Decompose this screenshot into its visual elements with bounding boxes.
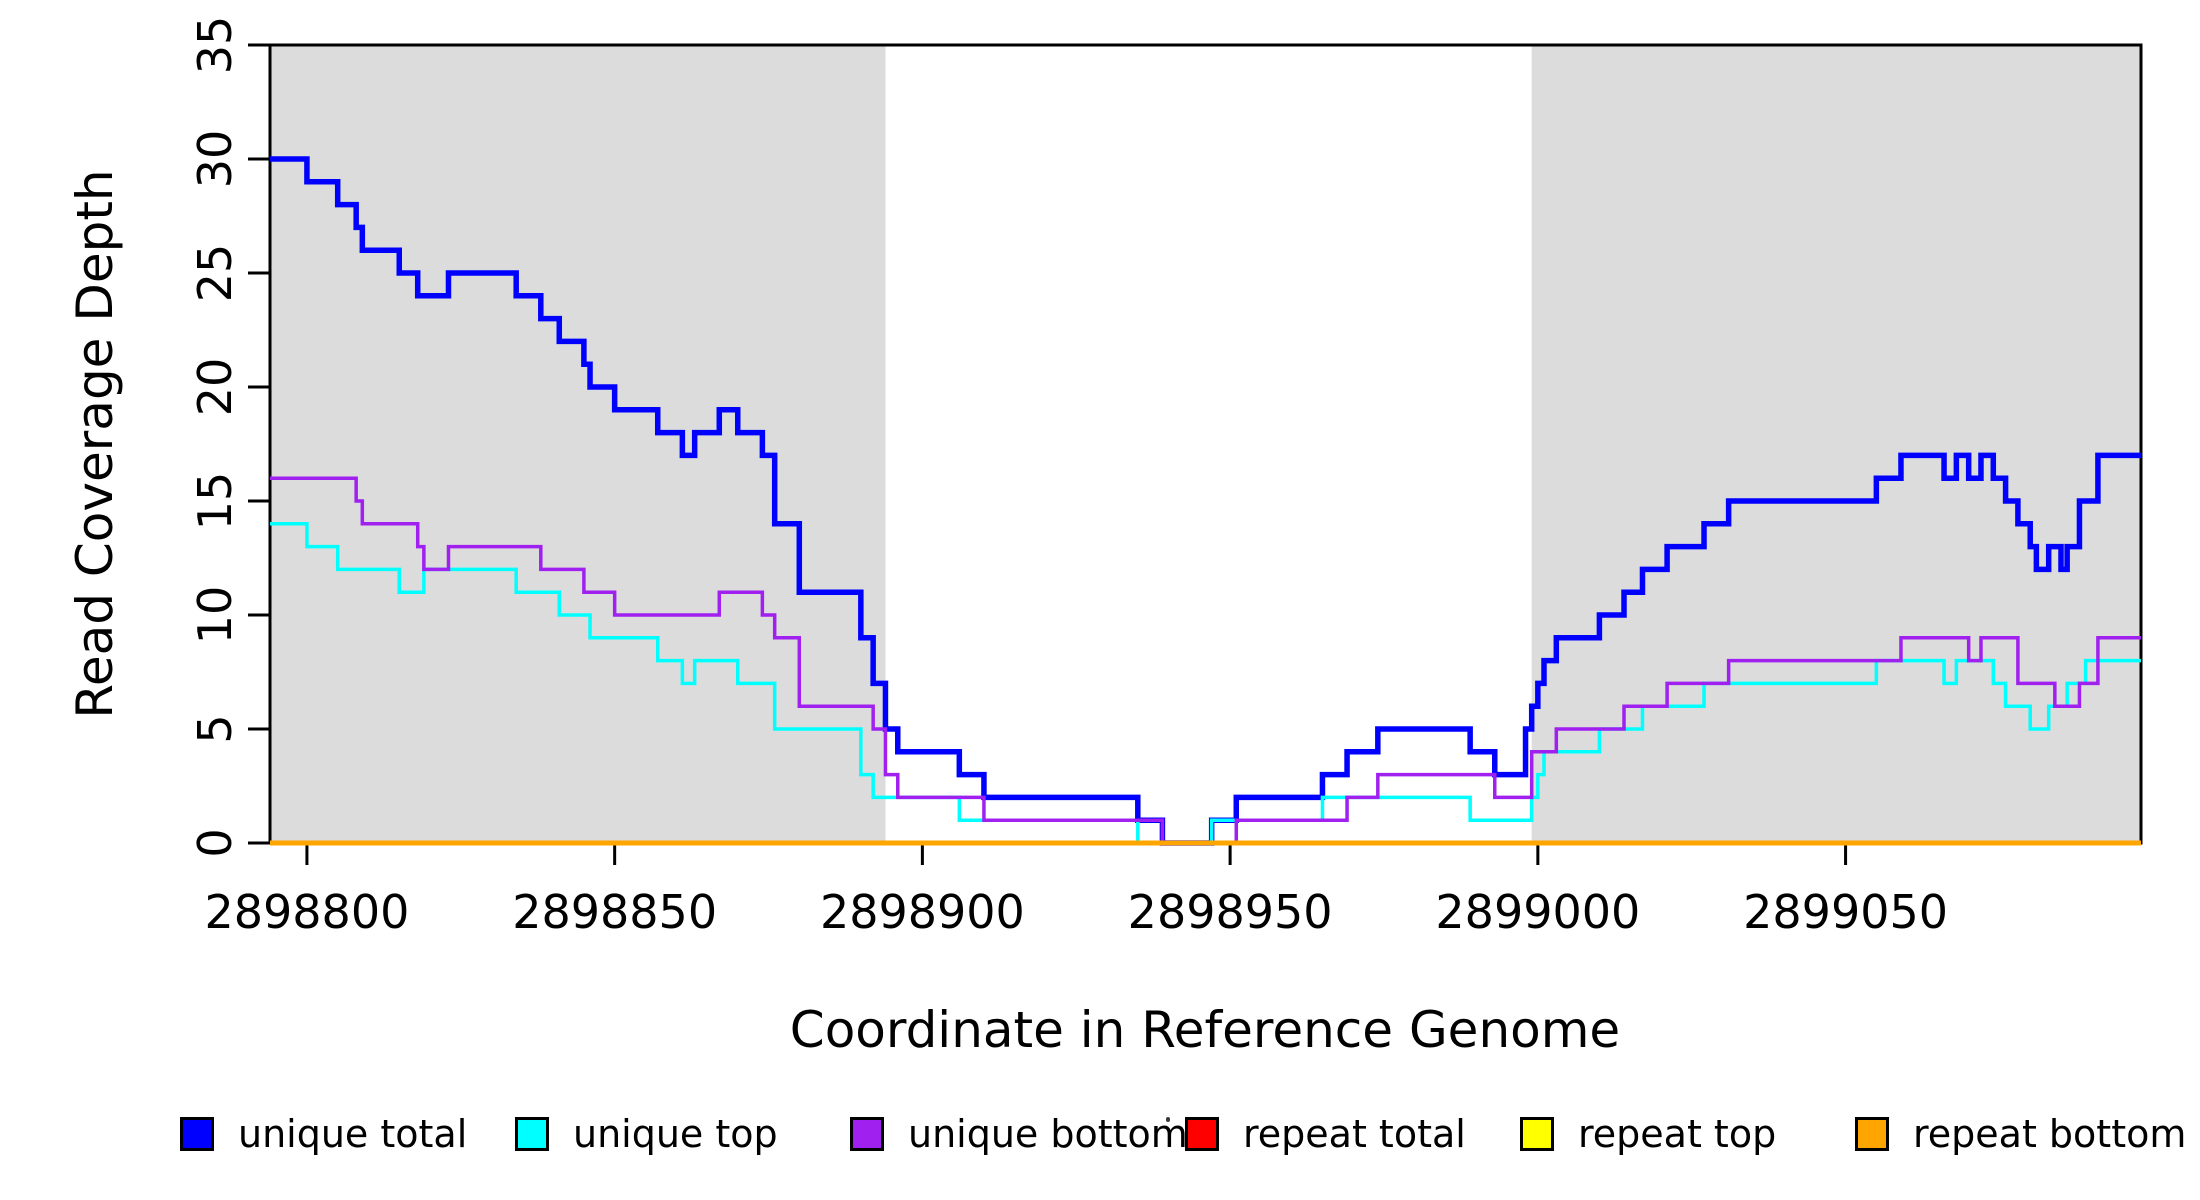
- legend-label: repeat top: [1578, 1112, 1777, 1156]
- y-tick-label: 35: [188, 15, 242, 75]
- legend-label: unique top: [573, 1112, 778, 1156]
- legend-label: repeat total: [1243, 1112, 1466, 1156]
- x-tick-label: 2898800: [204, 885, 410, 939]
- x-tick-label: 2899000: [1435, 885, 1641, 939]
- y-tick-label: 30: [188, 129, 242, 189]
- x-tick-label: 2898900: [819, 885, 1025, 939]
- legend-swatch-repeat-total: [1185, 1117, 1219, 1151]
- legend-swatch-unique-total: [180, 1117, 214, 1151]
- legend-item-repeat-top: repeat top: [1520, 1112, 1776, 1156]
- legend-swatch-repeat-bottom: [1855, 1117, 1889, 1151]
- x-tick-label: 2899050: [1743, 885, 1949, 939]
- legend-item-repeat-total: repeat total: [1185, 1112, 1466, 1156]
- legend-label: repeat bottom: [1913, 1112, 2187, 1156]
- legend-item-unique-bottom: unique bottom: [850, 1112, 1188, 1156]
- legend-swatch-repeat-top: [1520, 1117, 1554, 1151]
- legend-item-unique-total: unique total: [180, 1112, 467, 1156]
- x-tick-label: 2898950: [1127, 885, 1333, 939]
- x-tick-label: 2898850: [512, 885, 718, 939]
- y-tick-label: 10: [188, 585, 242, 645]
- y-axis-title: Read Coverage Depth: [66, 169, 124, 719]
- left-gray-region: [270, 45, 886, 843]
- series-line-unique-total: [270, 156, 2141, 846]
- legend-label: unique bottom: [908, 1112, 1188, 1156]
- stray-mark: [1166, 1117, 1170, 1122]
- legend-item-repeat-bottom: repeat bottom: [1855, 1112, 2186, 1156]
- y-tick-label: 5: [188, 714, 242, 744]
- right-gray-region: [1531, 45, 2141, 843]
- x-axis-title: Coordinate in Reference Genome: [789, 1001, 1621, 1059]
- legend-item-unique-top: unique top: [515, 1112, 778, 1156]
- y-tick-label: 25: [188, 243, 242, 303]
- series-line-unique-bottom: [270, 476, 2141, 845]
- legend-swatch-unique-bottom: [850, 1117, 884, 1151]
- y-tick-label: 15: [188, 471, 242, 531]
- legend-swatch-unique-top: [515, 1117, 549, 1151]
- y-tick-label: 0: [188, 828, 242, 858]
- y-tick-label: 20: [188, 357, 242, 417]
- legend-label: unique total: [238, 1112, 468, 1156]
